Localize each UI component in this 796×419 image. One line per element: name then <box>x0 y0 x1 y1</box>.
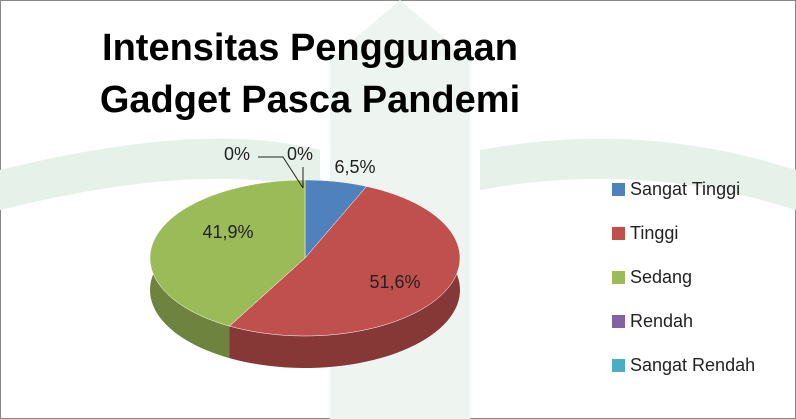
slice-side <box>229 186 460 368</box>
legend-label: Rendah <box>630 311 693 331</box>
legend-swatch <box>612 227 625 240</box>
legend-swatch <box>612 359 625 372</box>
data-label: 41,9% <box>202 222 253 242</box>
data-label: 51,6% <box>369 272 420 292</box>
legend-swatch <box>612 183 625 196</box>
legend-swatch <box>612 271 625 284</box>
slice <box>149 179 306 327</box>
chart-title: Intensitas Penggunaan Gadget Pasca Pande… <box>99 27 521 121</box>
watermark <box>480 138 796 210</box>
slice <box>228 186 461 337</box>
data-label: 0% <box>287 144 313 164</box>
data-label: 6,5% <box>334 157 375 177</box>
data-label: 0% <box>224 144 250 164</box>
legend-swatch <box>612 315 625 328</box>
watermark <box>0 138 320 210</box>
legend-label: Tinggi <box>630 223 678 243</box>
legend-label: Sedang <box>630 267 692 287</box>
slice <box>304 179 368 259</box>
legend-label: Sangat Rendah <box>630 355 755 375</box>
leader-line <box>258 156 304 189</box>
legend-label: Sangat Tinggi <box>630 179 740 199</box>
